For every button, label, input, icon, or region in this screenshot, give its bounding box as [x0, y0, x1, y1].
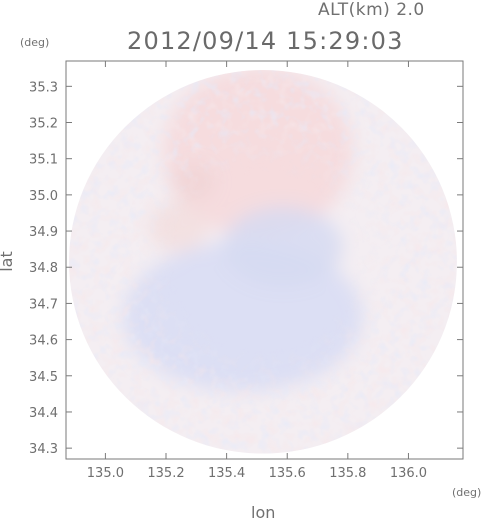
x-tick-label: 135.0	[87, 466, 124, 481]
x-axis-unit: (deg)	[452, 486, 482, 499]
y-tick-label: 34.7	[29, 297, 58, 312]
radar-speckle-ring	[69, 70, 457, 454]
x-tick-label: 136.0	[390, 466, 427, 481]
plot-frame	[65, 60, 464, 460]
timestamp-title: 2012/09/14 15:29:03	[127, 27, 404, 55]
x-tick-label: 135.2	[147, 466, 184, 481]
y-tick-label: 34.9	[29, 225, 58, 240]
y-tick-label: 34.8	[29, 261, 58, 276]
y-tick-label: 35.1	[29, 153, 58, 168]
y-tick-label: 34.4	[29, 406, 58, 421]
x-tick-label: 135.8	[329, 466, 366, 481]
x-tick-label: 135.4	[208, 466, 245, 481]
y-tick-label: 35.2	[29, 117, 58, 132]
x-axis-label: lon	[251, 503, 276, 522]
x-tick-label: 135.6	[269, 466, 306, 481]
y-tick-label: 34.6	[29, 334, 58, 349]
y-tick-label: 34.3	[29, 442, 58, 457]
y-tick-label: 35.3	[29, 80, 58, 95]
altitude-label: ALT(km) 2.0	[318, 0, 425, 20]
y-tick-label: 35.0	[29, 189, 58, 204]
y-tick-label: 34.5	[29, 370, 58, 385]
y-axis-unit: (deg)	[20, 36, 50, 49]
